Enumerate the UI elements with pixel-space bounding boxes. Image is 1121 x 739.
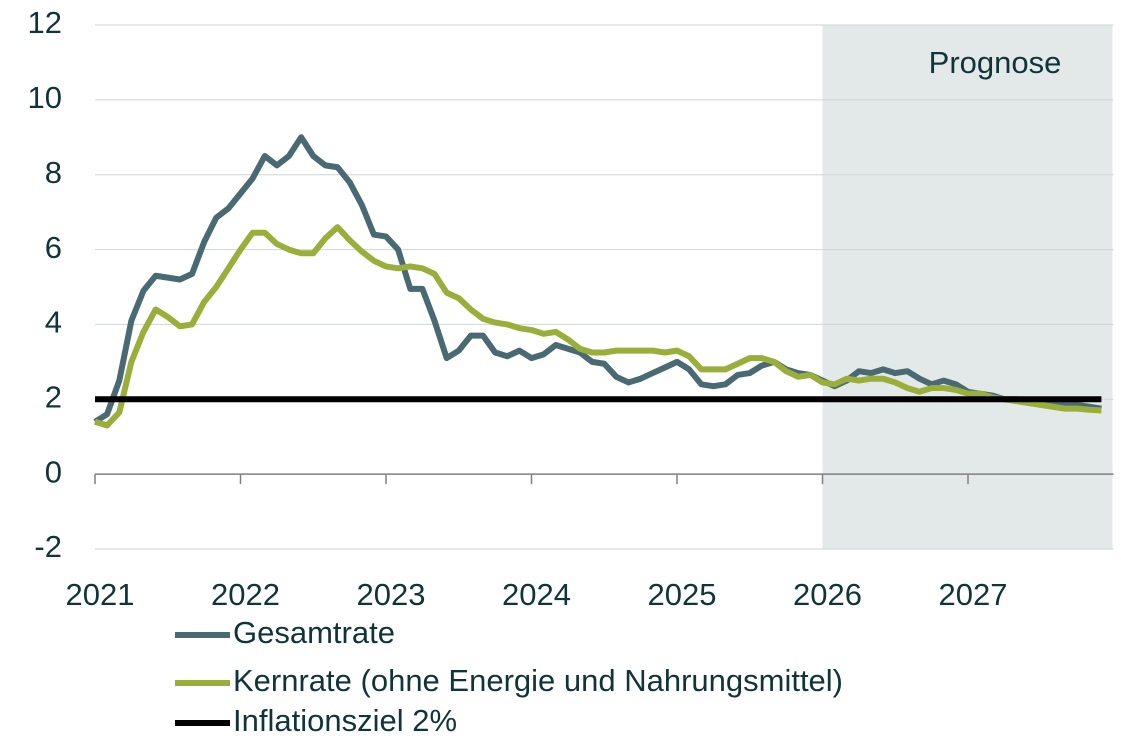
legend-label: Kernrate (ohne Energie und Nahrungsmitte… [233,663,843,698]
y-tick-label: 6 [45,230,62,265]
y-tick-label: 12 [28,5,62,40]
y-tick-label: 0 [45,454,62,489]
legend-label: Inflationsziel 2% [233,703,457,738]
x-tick-label: 2023 [357,577,426,612]
x-tick-label: 2026 [793,577,862,612]
y-tick-label: -2 [34,529,62,564]
x-tick-label: 2022 [211,577,280,612]
series-line [93,134,1102,425]
x-tick-label: 2021 [66,577,135,612]
x-tick-label: 2025 [648,577,717,612]
forecast-label: Prognose [929,45,1062,80]
y-tick-label: 10 [28,80,62,115]
forecast-band [822,25,1113,549]
series-line [94,224,1102,429]
y-tick-label: 2 [45,379,62,414]
y-tick-label: 4 [45,305,62,340]
y-tick-label: 8 [45,155,62,190]
x-tick-label: 2024 [502,577,571,612]
legend-label: Gesamtrate [233,615,395,650]
x-tick-label: 2027 [939,577,1008,612]
